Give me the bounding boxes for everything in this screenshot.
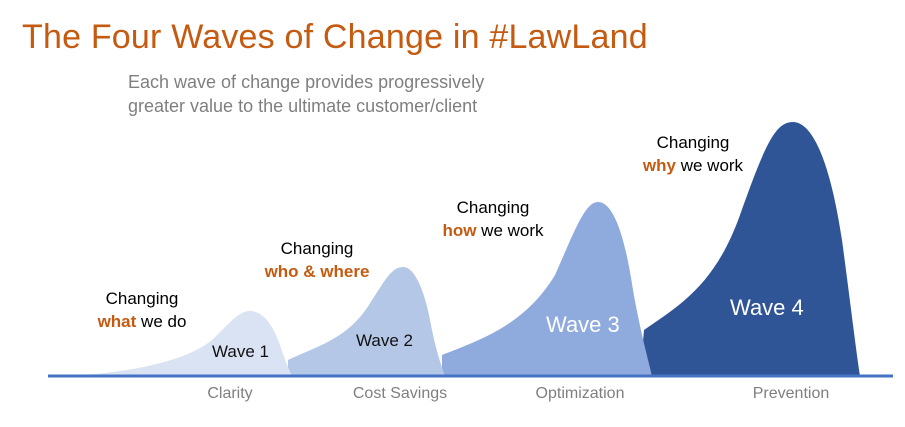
wave-1-caption: Changing what we do: [92, 287, 192, 333]
wave-3-caption-prefix: Changing: [456, 198, 530, 217]
wave-2-label: Wave 2: [356, 331, 414, 350]
wave-4-caption-suffix: we work: [675, 156, 744, 175]
wave-2-caption-prefix: Changing: [280, 239, 354, 258]
wave-2-caption-highlight: who & where: [264, 262, 370, 281]
wave-2-caption: Changing who & where: [257, 237, 377, 283]
page-title: The Four Waves of Change in #LawLand: [22, 18, 648, 56]
wave-2-shape: [288, 267, 445, 376]
wave-4-category: Prevention: [752, 385, 830, 402]
wave-1-caption-suffix: we do: [136, 312, 187, 331]
wave-3-category: Optimization: [535, 385, 625, 402]
wave-1-caption-highlight: what: [97, 312, 137, 331]
wave-4-caption-prefix: Changing: [656, 133, 730, 152]
wave-1-label: Wave 1: [212, 342, 270, 361]
wave-1-caption-prefix: Changing: [105, 289, 179, 308]
wave-4-caption: Changing why we work: [628, 131, 758, 177]
wave-1-category: Clarity: [207, 385, 253, 402]
wave-3-caption-highlight: how: [442, 221, 477, 240]
wave-3-caption: Changing how we work: [428, 196, 558, 242]
wave-4-label: Wave 4: [730, 295, 804, 320]
subtitle-line-2: greater value to the ultimate customer/c…: [128, 96, 478, 116]
wave-4-shape: [640, 122, 860, 376]
subtitle-line-1: Each wave of change provides progressive…: [128, 72, 485, 92]
subtitle: Each wave of change provides progressive…: [128, 70, 484, 118]
wave-3-caption-suffix: we work: [476, 221, 544, 240]
wave-3-shape: [442, 202, 652, 376]
wave-2-category: Cost Savings: [352, 385, 448, 402]
wave-3-label: Wave 3: [546, 312, 620, 337]
wave-4-caption-highlight: why: [642, 156, 676, 175]
wave-1-shape: [72, 311, 292, 376]
